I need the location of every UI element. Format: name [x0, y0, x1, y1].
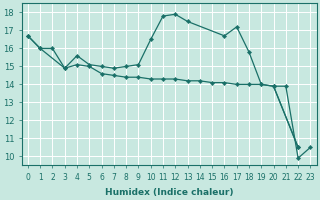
X-axis label: Humidex (Indice chaleur): Humidex (Indice chaleur): [105, 188, 233, 197]
